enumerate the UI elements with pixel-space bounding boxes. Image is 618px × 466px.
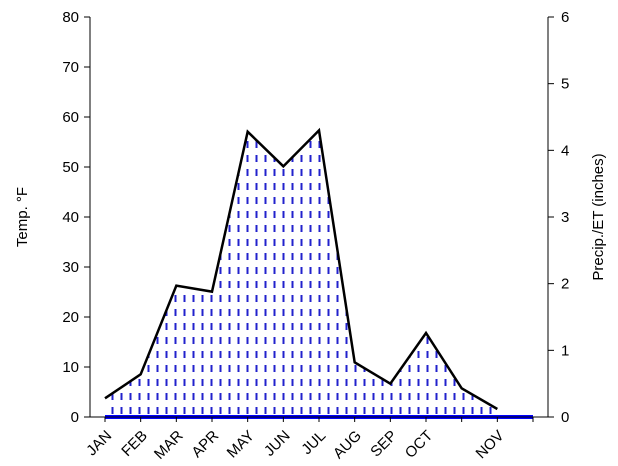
- left-tick-label: 30: [62, 259, 79, 276]
- right-tick-label: 0: [561, 409, 569, 426]
- x-tick-label: OCT: [402, 427, 436, 461]
- right-tick-label: 6: [561, 9, 569, 26]
- x-tick-label: AUG: [330, 427, 365, 462]
- x-tick-label: APR: [188, 427, 222, 461]
- x-axis: JAN FEB MAR APR MAY JUN JUL AUG SEP OCT NOV: [83, 416, 548, 463]
- right-tick-label: 3: [561, 209, 569, 226]
- x-tick-label: JAN: [83, 427, 115, 459]
- right-y-axis: 0 1 2 3 4 5 6: [547, 9, 569, 426]
- x-tick-label: MAY: [224, 427, 258, 461]
- left-axis-label: Temp. °F: [14, 187, 31, 247]
- precip-outline: [104, 127, 498, 411]
- left-tick-label: 50: [62, 159, 79, 176]
- right-tick-label: 5: [561, 76, 569, 93]
- left-tick-label: 40: [62, 209, 79, 226]
- left-tick-label: 20: [62, 309, 79, 326]
- left-tick-label: 80: [62, 9, 79, 26]
- x-tick-label: MAR: [151, 427, 187, 463]
- x-tick-label: NOV: [473, 427, 508, 462]
- left-y-axis: 0 10 20 30 40 50 60 70 80: [62, 9, 91, 426]
- precip-area-fill: [105, 130, 498, 418]
- left-tick-label: 70: [62, 59, 79, 76]
- x-tick-label: FEB: [118, 427, 151, 460]
- left-tick-label: 0: [71, 409, 79, 426]
- left-tick-label: 10: [62, 359, 79, 376]
- precip-area: [105, 130, 498, 418]
- x-tick-label: SEP: [367, 427, 400, 460]
- right-tick-label: 4: [561, 142, 569, 159]
- left-tick-label: 60: [62, 109, 79, 126]
- right-axis-label: Precip./ET (inches): [590, 153, 607, 280]
- right-tick-label: 1: [561, 342, 569, 359]
- right-tick-label: 2: [561, 276, 569, 293]
- x-tick-label: JUN: [261, 427, 294, 460]
- x-tick-label: JUL: [298, 427, 329, 458]
